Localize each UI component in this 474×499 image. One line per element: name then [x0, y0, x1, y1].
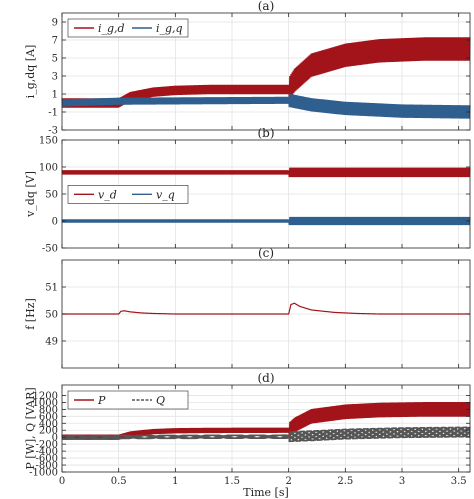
- y-tick-label: 51: [45, 283, 58, 294]
- y-tick-label: 3: [52, 72, 58, 83]
- y-tick-label: 50: [45, 190, 58, 201]
- legend-label: i_g,d: [98, 22, 125, 35]
- y-tick-label: 1200: [33, 391, 58, 402]
- y-tick-label: 1: [52, 90, 58, 101]
- legend-box: [67, 185, 189, 204]
- panel-label: (c): [258, 246, 274, 260]
- x-tick-label: 2.5: [337, 476, 353, 487]
- legend: v_d v_q: [67, 185, 189, 204]
- axes-frame: [61, 12, 471, 131]
- y-tick-label: 800: [39, 405, 58, 416]
- y-tick-label: 5: [52, 54, 58, 65]
- legend-label: v_d: [98, 188, 117, 201]
- x-tick-label: 0.5: [111, 476, 127, 487]
- series-line-1: [61, 167, 471, 178]
- panel-label: (a): [258, 0, 275, 13]
- y-tick-label: 400: [39, 419, 58, 430]
- y-axis-label: i_g,dq [A]: [24, 45, 37, 99]
- y-tick-label: -1: [48, 108, 58, 119]
- panel-label: (b): [257, 126, 274, 140]
- y-tick-label: -800: [36, 461, 58, 472]
- legend-label: v_q: [156, 188, 175, 201]
- y-tick-label: 49: [45, 337, 58, 348]
- y-tick-label: 600: [39, 412, 58, 423]
- series-line-2: [61, 426, 471, 443]
- y-tick-label: 150: [39, 136, 58, 147]
- x-tick-label: 3.5: [451, 476, 467, 487]
- y-tick-label: 9: [52, 18, 58, 29]
- y-axis-label: f [Hz]: [24, 298, 37, 330]
- panel-label: (d): [257, 371, 274, 385]
- series-line-2: [61, 93, 471, 119]
- x-tick-label: 2: [285, 476, 291, 487]
- x-tick-label: 3: [399, 476, 405, 487]
- legend-label: Q: [156, 394, 165, 407]
- legend-box: [67, 390, 189, 410]
- y-tick-label: 0: [52, 217, 58, 228]
- axes-frame: [61, 384, 471, 473]
- y-tick-label: -400: [36, 447, 58, 458]
- x-tick-label: 1.5: [224, 476, 240, 487]
- panel-1: -3 -1 1 3 5 7 9 (a) i_g,dq [A] i_g,d i_g,q: [24, 0, 471, 137]
- y-tick-label: -200: [36, 440, 58, 451]
- series-line-1: [62, 302, 470, 315]
- panel-2: -50 0 50 100 150 (b) v_dq [V] v_d v_q: [24, 126, 471, 255]
- y-axis-label: P [W], Q [VAR]: [24, 387, 37, 469]
- series-line-1: [61, 402, 471, 440]
- x-tick-label: 1: [172, 476, 178, 487]
- y-tick-label: -3: [48, 126, 58, 137]
- panel-3: 49 50 51 (c) f [Hz]: [24, 246, 471, 369]
- y-tick-label: 7: [52, 36, 58, 47]
- legend-label: i_g,q: [156, 22, 183, 35]
- y-tick-label: 200: [39, 426, 58, 437]
- series-line-2: [61, 216, 471, 226]
- y-axis-label: v_dq [V]: [24, 171, 37, 218]
- panel-4: 0 0.5 1 1.5 2 2.5 3 3.5-1000-800-600-400-200020…: [24, 371, 471, 499]
- y-tick-label: 1000: [33, 398, 58, 409]
- legend: i_g,d i_g,q: [67, 18, 189, 38]
- legend-box: [67, 18, 189, 38]
- y-tick-label: 0: [52, 433, 58, 444]
- y-tick-label: -600: [36, 454, 58, 465]
- x-tick-label: 0: [59, 476, 65, 487]
- legend-label: P: [97, 394, 106, 407]
- y-tick-label: -50: [42, 244, 58, 255]
- series-line-1: [61, 37, 471, 108]
- y-tick-label: -1000: [29, 468, 58, 479]
- y-tick-label: 100: [39, 163, 58, 174]
- x-axis-label: Time [s]: [243, 486, 289, 499]
- y-tick-label: 50: [45, 310, 58, 321]
